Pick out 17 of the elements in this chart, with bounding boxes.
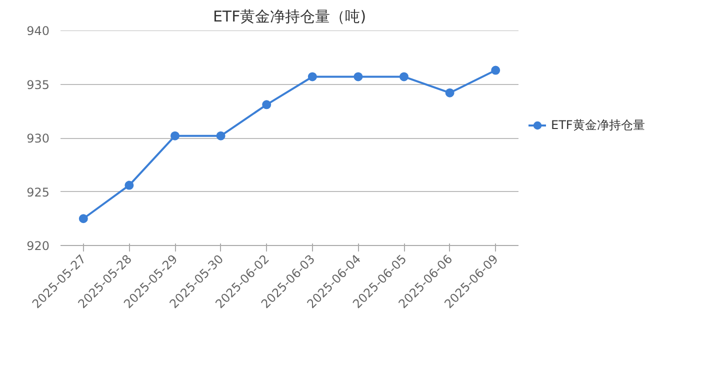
point bbox=[216, 131, 226, 140]
y-tick-label: 940 bbox=[26, 24, 50, 38]
y-tick-label: 925 bbox=[26, 185, 50, 200]
y-tick-label: 935 bbox=[26, 78, 50, 92]
point bbox=[308, 72, 317, 82]
chart-title: ETF黄金净持仓量（吨) bbox=[212, 8, 366, 26]
y-tick-label: 920 bbox=[26, 239, 50, 253]
point bbox=[354, 72, 363, 82]
point bbox=[124, 180, 134, 190]
legend-label: ETF黄金净持仓量 bbox=[551, 116, 645, 134]
y-tick-label: 930 bbox=[26, 132, 50, 146]
point bbox=[400, 72, 408, 82]
point bbox=[262, 100, 272, 110]
point bbox=[78, 214, 88, 224]
point bbox=[491, 66, 500, 75]
point bbox=[445, 88, 454, 98]
point bbox=[170, 131, 180, 140]
